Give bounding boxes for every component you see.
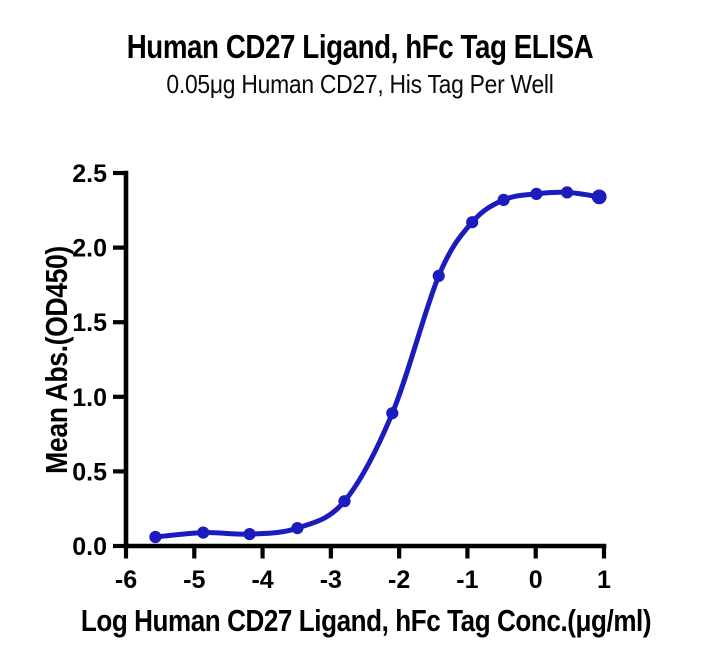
data-point-marker xyxy=(561,186,574,199)
x-tick-label: -3 xyxy=(320,566,342,594)
data-point-marker xyxy=(197,526,210,539)
y-tick-label: 1.5 xyxy=(72,309,107,337)
x-tick-label: -4 xyxy=(251,566,273,594)
x-tick-label: -1 xyxy=(456,566,478,594)
data-point-marker xyxy=(591,189,607,205)
x-tick-label: -5 xyxy=(183,566,205,594)
data-point-marker xyxy=(291,522,304,535)
y-tick-label: 2.0 xyxy=(72,235,107,263)
x-axis-title: Log Human CD27 Ligand, hFc Tag Conc.(μg/… xyxy=(80,603,652,638)
x-tick-label: 0 xyxy=(529,566,543,594)
y-tick-label: 0.5 xyxy=(72,458,107,486)
data-point-marker xyxy=(338,495,351,508)
y-tick-label: 0.0 xyxy=(72,533,107,561)
data-point-marker xyxy=(386,407,399,420)
chart-title: Human CD27 Ligand, hFc Tag ELISA xyxy=(126,28,594,65)
chart-subtitle: 0.05μg Human CD27, His Tag Per Well xyxy=(166,69,554,99)
data-point-marker xyxy=(466,216,479,229)
data-point-marker xyxy=(149,530,162,544)
y-tick-label: 1.0 xyxy=(72,384,107,412)
x-tick-label: -2 xyxy=(388,566,410,594)
data-point-marker xyxy=(530,187,543,200)
y-tick-label: 2.5 xyxy=(72,160,107,188)
data-point-marker xyxy=(497,193,510,206)
x-tick-label: 1 xyxy=(597,566,611,594)
axis-frame xyxy=(123,170,607,549)
dose-response-curve xyxy=(152,189,602,540)
x-tick-label: -6 xyxy=(115,566,137,594)
data-point-marker xyxy=(243,528,256,541)
data-point-marker xyxy=(432,269,445,282)
y-axis-title: Mean Abs.(OD450) xyxy=(39,246,74,474)
